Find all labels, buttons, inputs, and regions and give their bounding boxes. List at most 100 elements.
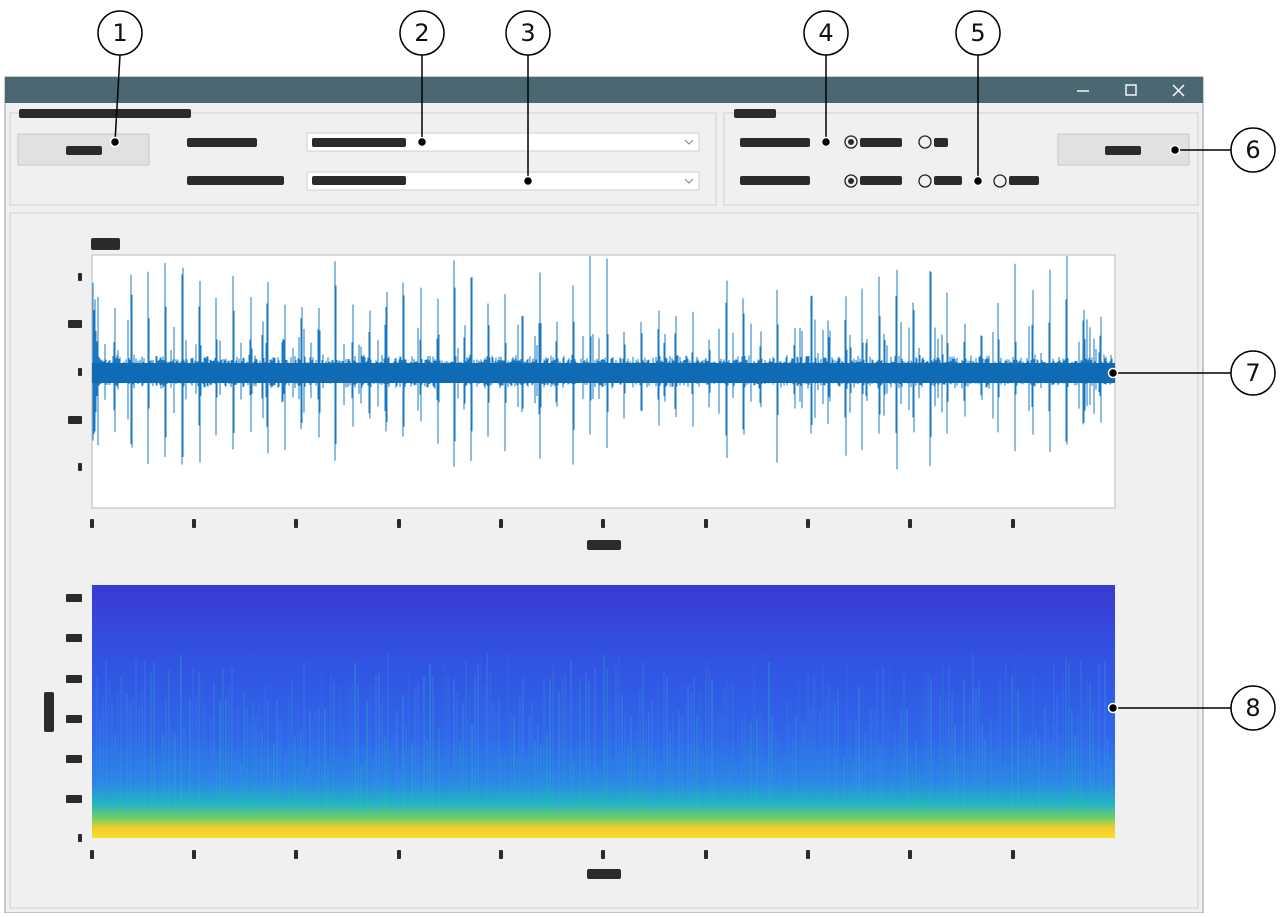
streak <box>1038 739 1040 812</box>
streak <box>96 676 98 812</box>
streak <box>270 753 272 812</box>
streak <box>723 688 725 812</box>
waveform-core <box>92 363 1115 383</box>
streak <box>579 679 581 812</box>
y-tick <box>78 273 82 281</box>
x-axis-label <box>587 540 621 550</box>
streak <box>438 728 440 812</box>
streak <box>720 717 722 812</box>
streak <box>108 679 110 812</box>
streak <box>522 678 524 812</box>
streak <box>555 771 557 812</box>
streak <box>918 762 920 812</box>
streak <box>945 699 947 812</box>
streak <box>333 682 335 812</box>
streak <box>519 695 521 812</box>
streak <box>147 757 149 812</box>
x-tick <box>601 850 605 859</box>
streak <box>300 729 302 812</box>
streak <box>198 672 200 812</box>
streak <box>867 724 869 812</box>
y-tick <box>66 594 82 602</box>
streak <box>309 711 311 812</box>
streak <box>660 764 662 812</box>
streak <box>597 769 599 812</box>
streak <box>180 655 182 812</box>
x-tick <box>806 519 810 528</box>
streak <box>618 657 620 812</box>
streak <box>591 770 593 812</box>
streak <box>186 759 188 812</box>
streak <box>285 749 287 812</box>
streak <box>639 691 641 812</box>
streak <box>288 696 290 812</box>
streak <box>1092 710 1094 812</box>
y-tick <box>78 368 82 376</box>
streak <box>1044 707 1046 812</box>
streak <box>489 672 491 812</box>
streak <box>327 766 329 812</box>
streak <box>525 759 527 812</box>
streak <box>207 741 209 812</box>
streak <box>783 753 785 812</box>
streak <box>1113 757 1115 812</box>
dropdown-value <box>312 176 406 185</box>
y-tick <box>66 675 82 683</box>
streak <box>150 673 152 812</box>
streak <box>765 758 767 812</box>
streak <box>258 704 260 812</box>
streak <box>372 757 374 812</box>
streak <box>384 737 386 812</box>
streak <box>807 673 809 812</box>
streak <box>609 711 611 812</box>
streak <box>972 653 974 812</box>
streak <box>219 701 221 812</box>
streak <box>837 690 839 812</box>
streak <box>294 736 296 812</box>
streak <box>822 665 824 812</box>
y-tick <box>66 715 82 723</box>
streak <box>447 675 449 812</box>
streak <box>804 721 806 812</box>
streak <box>969 703 971 812</box>
streak <box>1098 663 1100 812</box>
streak <box>204 698 206 812</box>
streak <box>486 654 488 812</box>
streak <box>567 707 569 812</box>
streak <box>459 741 461 812</box>
x-tick <box>601 519 605 528</box>
streak <box>474 675 476 812</box>
streak <box>234 752 236 812</box>
streak <box>1005 664 1007 812</box>
y-tick <box>78 463 82 471</box>
streak <box>927 671 929 812</box>
streak <box>1095 706 1097 812</box>
streak <box>960 725 962 812</box>
x-tick <box>294 519 298 528</box>
title-bar <box>5 77 1203 103</box>
streak <box>432 677 434 812</box>
streak <box>708 669 710 812</box>
streak <box>174 734 176 812</box>
streak <box>777 733 779 812</box>
x-axis-label <box>587 869 621 879</box>
streak <box>810 707 812 812</box>
streak <box>105 659 107 812</box>
streak <box>789 722 791 812</box>
streak <box>603 654 605 812</box>
streak <box>366 700 368 812</box>
streak <box>135 659 137 812</box>
streak <box>456 693 458 812</box>
callout-number: 7 <box>1245 359 1260 387</box>
streak <box>861 759 863 812</box>
streak <box>987 735 989 812</box>
callout-dot <box>974 177 983 186</box>
streak <box>417 681 419 812</box>
streak <box>627 745 629 812</box>
x-tick <box>90 519 94 528</box>
streak <box>966 756 968 812</box>
streak <box>921 693 923 812</box>
streak <box>267 701 269 812</box>
group-title <box>734 109 776 118</box>
streak <box>483 684 485 812</box>
